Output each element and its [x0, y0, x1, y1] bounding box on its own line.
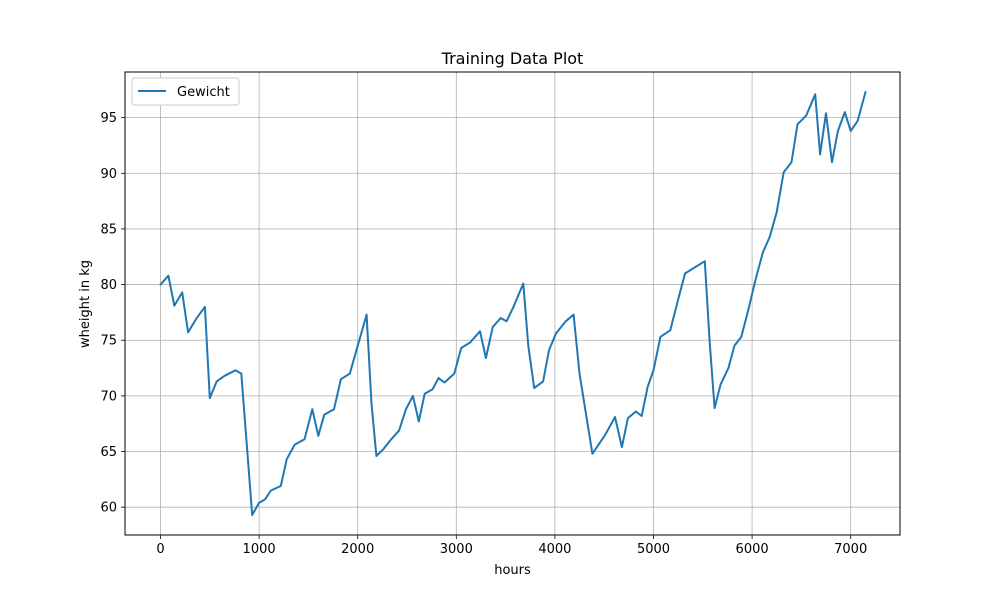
y-tick-label: 85 — [100, 222, 117, 237]
legend-label: Gewicht — [177, 85, 230, 100]
series-line-gewicht — [159, 91, 867, 516]
x-tick-label: 4000 — [538, 542, 571, 557]
y-tick-label: 95 — [100, 111, 117, 126]
x-tick-label: 2000 — [341, 542, 374, 557]
x-tick-label: 1000 — [243, 542, 276, 557]
x-tick-label: 7000 — [834, 542, 867, 557]
x-tick-label: 6000 — [736, 542, 769, 557]
plot-frame — [124, 71, 901, 536]
grid — [125, 72, 900, 535]
y-tick-label: 90 — [100, 167, 117, 182]
y-tick-label: 60 — [100, 501, 117, 516]
legend-box — [131, 77, 240, 106]
x-tick-label: 5000 — [637, 542, 670, 557]
x-axis-label: hours — [494, 563, 531, 578]
x-tick-label: 0 — [156, 542, 164, 557]
ticks: 0 1000 2000 3000 4000 5000 6000 7000 60 65 70 75 80 8… — [100, 111, 867, 557]
y-tick-label: 70 — [100, 389, 117, 404]
chart-title: Training Data Plot — [441, 49, 584, 68]
series-layer — [159, 91, 867, 516]
y-tick-label: 65 — [100, 445, 117, 460]
legend: Gewicht — [131, 77, 240, 106]
x-tick-label: 3000 — [440, 542, 473, 557]
y-axis-label: wheight in kg — [78, 260, 93, 348]
y-tick-label: 75 — [100, 334, 117, 349]
y-tick-label: 80 — [100, 278, 117, 293]
